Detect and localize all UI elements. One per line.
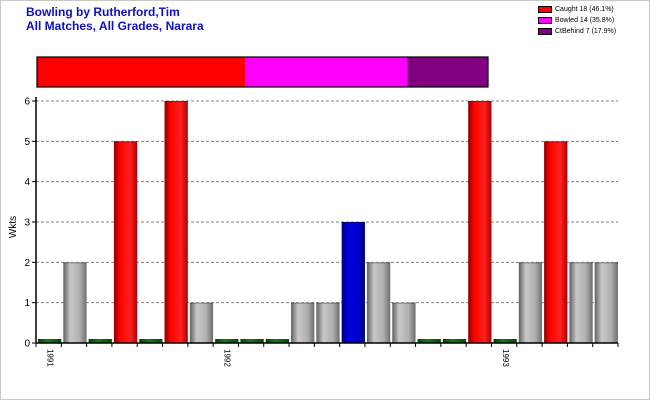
bar-zero: [265, 339, 290, 343]
bar-red: [468, 101, 492, 343]
legend-label-caught: Caught 18 (46.1%): [555, 5, 614, 13]
bar-red: [113, 141, 138, 343]
split-segment-ctbehind: [407, 57, 488, 87]
chart-subtitle: All Matches, All Grades, Narara: [26, 19, 204, 33]
x-tick-label: 1991: [45, 349, 54, 367]
bar-zero: [493, 339, 517, 343]
chart-title: Bowling by Rutherford,Tim: [26, 5, 180, 19]
y-tick-label: 5: [24, 137, 30, 148]
bar-gray: [366, 262, 391, 343]
legend-label-bowled: Bowled 14 (35.8%): [555, 16, 615, 24]
bar-gray: [316, 302, 340, 343]
bar-gray: [63, 262, 87, 343]
bar-blue: [341, 222, 365, 343]
bar-zero: [88, 339, 112, 343]
legend: Caught 18 (46.1%) Bowled 14 (35.8%) CtBe…: [538, 4, 616, 37]
dismissal-split-bar: [36, 56, 489, 88]
bar-zero: [417, 339, 441, 343]
legend-item-bowled: Bowled 14 (35.8%): [538, 15, 616, 25]
split-segment-caught: [37, 57, 246, 87]
legend-item-caught: Caught 18 (46.1%): [538, 4, 616, 14]
bar-zero: [38, 339, 62, 343]
x-tick-label: 1993: [501, 349, 510, 367]
split-segment-bowled: [245, 57, 408, 87]
legend-swatch-bowled: [538, 16, 552, 24]
bars: [38, 101, 618, 343]
legend-label-ctbehind: CtBehind 7 (17.9%): [555, 27, 617, 35]
bar-zero: [215, 339, 239, 343]
y-tick-label: 6: [24, 97, 30, 108]
bar-gray: [594, 262, 618, 343]
bar-red: [544, 141, 568, 343]
bar-gray: [569, 262, 593, 343]
bar-zero: [240, 339, 264, 343]
bar-gray: [518, 262, 543, 343]
y-tick-label: 4: [24, 177, 30, 188]
bar-gray: [189, 302, 214, 343]
legend-item-ctbehind: CtBehind 7 (17.9%): [538, 26, 616, 36]
bar-zero: [442, 339, 467, 343]
y-tick-label: 2: [24, 258, 30, 269]
split-bar-border: [36, 56, 489, 88]
y-tick-label: 3: [24, 218, 30, 229]
y-tick-label: 1: [24, 298, 30, 309]
bar-red: [164, 101, 188, 343]
x-tick-label: 1992: [223, 349, 232, 367]
axes: 0 1 2 3 4 5 6 1991 1992 1993: [24, 97, 619, 367]
bar-gray: [291, 302, 315, 343]
y-axis-label: Wkts: [8, 216, 19, 238]
y-tick-label: 0: [24, 339, 30, 350]
legend-swatch-ctbehind: [538, 27, 552, 35]
bar-gray: [392, 302, 416, 343]
bar-zero: [139, 339, 163, 343]
legend-swatch-caught: [538, 5, 552, 13]
